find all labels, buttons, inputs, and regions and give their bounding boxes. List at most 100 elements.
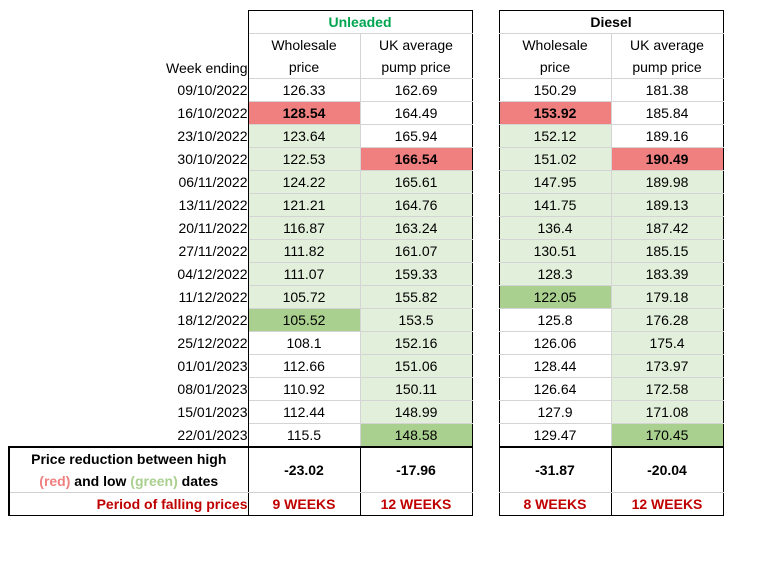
table-row: 23/10/2022 123.64 165.94 152.12 189.16 [9, 124, 724, 148]
unleaded-wholesale-cell: 111.07 [247, 262, 361, 286]
price-reduction-value: -31.87 [498, 446, 612, 493]
diesel-wholesale-cell: 150.29 [498, 78, 612, 102]
diesel-pump-header: UK average pump price [610, 33, 724, 79]
diesel-pump-cell: 171.08 [610, 400, 724, 424]
diesel-header: Diesel [498, 10, 724, 34]
unleaded-pump-cell: 164.49 [359, 101, 473, 125]
table-row: 11/12/2022 105.72 155.82 122.05 179.18 [9, 285, 724, 309]
unleaded-pump-cell: 162.69 [359, 78, 473, 102]
table-row: 30/10/2022 122.53 166.54 151.02 190.49 [9, 147, 724, 171]
table-row: 01/01/2023 112.66 151.06 128.44 173.97 [9, 354, 724, 378]
falling-period-value: 8 WEEKS [498, 492, 612, 516]
diesel-pump-cell: 173.97 [610, 354, 724, 378]
unleaded-header: Unleaded [247, 10, 473, 34]
week-ending-cell: 01/01/2023 [9, 354, 249, 378]
table-row: 08/01/2023 110.92 150.11 126.64 172.58 [9, 377, 724, 401]
unleaded-wholesale-cell: 121.21 [247, 193, 361, 217]
table-row: 18/12/2022 105.52 153.5 125.8 176.28 [9, 308, 724, 332]
price-reduction-label-line1: Price reduction between high [31, 451, 227, 467]
diesel-pump-cell: 175.4 [610, 331, 724, 355]
unleaded-pump-cell: 166.54 [359, 147, 473, 171]
diesel-pump-cell: 172.58 [610, 377, 724, 401]
week-ending-cell: 30/10/2022 [9, 147, 249, 171]
unleaded-pump-cell: 153.5 [359, 308, 473, 332]
falling-period-value: 9 WEEKS [247, 492, 361, 516]
red-legend-word: (red) [39, 473, 71, 489]
column-gap [472, 11, 499, 34]
unleaded-wholesale-cell: 115.5 [247, 423, 361, 448]
table-row: 06/11/2022 124.22 165.61 147.95 189.98 [9, 170, 724, 194]
unleaded-pump-cell: 164.76 [359, 193, 473, 217]
table-row: 22/01/2023 115.5 148.58 129.47 170.45 [9, 423, 724, 448]
diesel-wholesale-cell: 152.12 [498, 124, 612, 148]
falling-period-row: Period of falling prices 9 WEEKS 12 WEEKS 8… [8, 492, 724, 516]
price-reduction-value: -23.02 [247, 446, 361, 493]
table-row: 20/11/2022 116.87 163.24 136.4 187.42 [9, 216, 724, 240]
week-ending-cell: 18/12/2022 [9, 308, 249, 332]
price-reduction-value: -20.04 [610, 446, 724, 493]
unleaded-wholesale-cell: 122.53 [247, 147, 361, 171]
diesel-pump-cell: 170.45 [610, 423, 724, 448]
price-reduction-label-end: dates [177, 473, 219, 489]
fuel-price-table: Unleaded Diesel Week ending Wholesale pr… [8, 10, 724, 516]
table-row: 13/11/2022 121.21 164.76 141.75 189.13 [9, 193, 724, 217]
unleaded-pump-cell: 161.07 [359, 239, 473, 263]
unleaded-pump-cell: 151.06 [359, 354, 473, 378]
unleaded-pump-cell: 165.94 [359, 124, 473, 148]
week-ending-cell: 09/10/2022 [9, 78, 249, 102]
diesel-wholesale-cell: 136.4 [498, 216, 612, 240]
diesel-pump-cell: 179.18 [610, 285, 724, 309]
blank-corner [9, 10, 249, 34]
week-ending-cell: 08/01/2023 [9, 377, 249, 401]
unleaded-pump-cell: 165.61 [359, 170, 473, 194]
week-ending-cell: 13/11/2022 [9, 193, 249, 217]
green-legend-word: (green) [130, 473, 178, 489]
week-ending-cell: 04/12/2022 [9, 262, 249, 286]
unleaded-pump-cell: 163.24 [359, 216, 473, 240]
diesel-wholesale-cell: 126.64 [498, 377, 612, 401]
week-ending-cell: 27/11/2022 [9, 239, 249, 263]
table-row: 09/10/2022 126.33 162.69 150.29 181.38 [9, 78, 724, 102]
week-ending-cell: 11/12/2022 [9, 285, 249, 309]
diesel-wholesale-cell: 129.47 [498, 423, 612, 448]
unleaded-wholesale-cell: 111.82 [247, 239, 361, 263]
diesel-wholesale-cell: 128.3 [498, 262, 612, 286]
week-ending-cell: 16/10/2022 [9, 101, 249, 125]
table-row: 16/10/2022 128.54 164.49 153.92 185.84 [9, 101, 724, 125]
diesel-wholesale-cell: 153.92 [498, 101, 612, 125]
unleaded-wholesale-cell: 105.52 [247, 308, 361, 332]
diesel-pump-cell: 185.15 [610, 239, 724, 263]
week-ending-cell: 06/11/2022 [9, 170, 249, 194]
week-ending-cell: 22/01/2023 [9, 423, 249, 447]
unleaded-wholesale-cell: 124.22 [247, 170, 361, 194]
price-reduction-label: Price reduction between high (red) and lo… [8, 446, 249, 493]
diesel-pump-cell: 189.13 [610, 193, 724, 217]
unleaded-pump-cell: 159.33 [359, 262, 473, 286]
falling-period-value: 12 WEEKS [359, 492, 473, 516]
diesel-wholesale-cell: 141.75 [498, 193, 612, 217]
table-row: 04/12/2022 111.07 159.33 128.3 183.39 [9, 262, 724, 286]
unleaded-wholesale-cell: 110.92 [247, 377, 361, 401]
table-row: 27/11/2022 111.82 161.07 130.51 185.15 [9, 239, 724, 263]
price-reduction-value: -17.96 [359, 446, 473, 493]
diesel-pump-cell: 183.39 [610, 262, 724, 286]
diesel-wholesale-cell: 130.51 [498, 239, 612, 263]
unleaded-wholesale-cell: 123.64 [247, 124, 361, 148]
diesel-wholesale-cell: 151.02 [498, 147, 612, 171]
week-ending-cell: 15/01/2023 [9, 400, 249, 424]
diesel-pump-cell: 189.98 [610, 170, 724, 194]
diesel-pump-cell: 176.28 [610, 308, 724, 332]
falling-period-value: 12 WEEKS [610, 492, 724, 516]
diesel-wholesale-cell: 128.44 [498, 354, 612, 378]
unleaded-wholesale-cell: 105.72 [247, 285, 361, 309]
week-ending-cell: 20/11/2022 [9, 216, 249, 240]
unleaded-wholesale-cell: 112.66 [247, 354, 361, 378]
unleaded-pump-cell: 150.11 [359, 377, 473, 401]
unleaded-wholesale-cell: 112.44 [247, 400, 361, 424]
diesel-wholesale-cell: 125.8 [498, 308, 612, 332]
unleaded-wholesale-header: Wholesale price [247, 33, 361, 79]
diesel-pump-cell: 189.16 [610, 124, 724, 148]
week-ending-cell: 23/10/2022 [9, 124, 249, 148]
unleaded-wholesale-cell: 126.33 [247, 78, 361, 102]
diesel-pump-cell: 185.84 [610, 101, 724, 125]
